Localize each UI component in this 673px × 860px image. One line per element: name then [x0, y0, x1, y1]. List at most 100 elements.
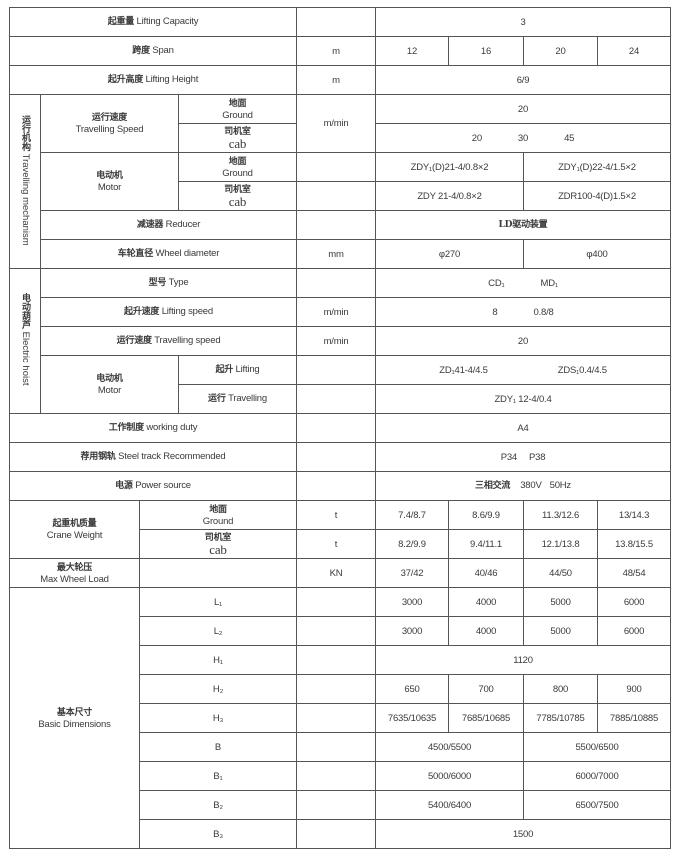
dim-label: H₃	[139, 703, 297, 733]
value-cell: ZDY 21-4/0.8×2	[375, 181, 524, 211]
value-cell: 4500/5500	[375, 732, 524, 762]
sub-ground: 地面 Ground	[139, 500, 297, 530]
dim-label: H₁	[139, 645, 297, 675]
value-cell: A4	[374, 413, 672, 443]
row-lifting-capacity: 起重量 Lifting Capacity 3	[9, 7, 672, 37]
value-cell: 5400/6400	[375, 790, 524, 820]
row-wheel-diameter: 车轮直径 Wheel diameter mm φ270 φ400	[10, 239, 672, 269]
unit-cell	[296, 674, 376, 704]
dim-label: B₁	[139, 761, 297, 791]
sub-cab: 司机室 cab	[178, 123, 297, 153]
value-cell: 20	[374, 326, 672, 356]
value-cell: 650	[375, 674, 449, 704]
row-hoist-motor-travelling: 运行 Travelling ZDY₁ 12-4/0.4	[10, 384, 672, 414]
value-cell: 800	[523, 674, 598, 704]
label-steel-track: 荐用钢轨 Steel track Recommended	[9, 442, 297, 472]
value-cell: 44/50	[523, 558, 598, 588]
label-basic-dimensions: 基本尺寸 Basic Dimensions	[9, 587, 140, 849]
value-cell: 4000	[448, 587, 524, 617]
value-cell: 三相交流 380V 50Hz	[374, 471, 672, 501]
group-travelling-mechanism: 运行机构 Travelling mechanism	[9, 94, 41, 269]
value-cell: 7685/10685	[448, 703, 524, 733]
label-reducer: 减速器 Reducer	[40, 210, 297, 240]
sub-cab: 司机室 cab	[178, 181, 297, 211]
unit-cell	[296, 471, 376, 501]
row-dim-B3: B₃ 1500	[10, 819, 672, 849]
value-cell: 4000	[448, 616, 524, 646]
value-cell: 8.2/9.9	[375, 529, 449, 559]
value-cell: 6000	[596, 616, 672, 646]
row-travelling-speed-ground: 运行机构 Travelling mechanism 运行速度 Travelling…	[9, 94, 672, 269]
row-max-wheel-load: 最大轮压 Max Wheel Load KN 37/42 40/46 44/50 …	[9, 558, 672, 588]
value-cell: ZDY₁(D)21-4/0.8×2	[375, 152, 524, 182]
value-cell: 37/42	[375, 558, 449, 588]
unit-cell	[296, 384, 376, 414]
value-cell: 20	[523, 36, 598, 66]
dim-label: B₃	[139, 819, 297, 849]
row-dim-L2: L₂ 3000 4000 5000 6000	[10, 616, 672, 646]
unit-cell	[296, 442, 376, 472]
value-cell: 3000	[375, 616, 449, 646]
value-cell: 700	[448, 674, 524, 704]
sub-ground: 地面 Ground	[178, 152, 297, 182]
unit-cell	[296, 413, 376, 443]
value-cell: 3000	[375, 587, 449, 617]
value-cell: 6500/7500	[522, 790, 672, 820]
value-cell: φ270	[375, 239, 524, 269]
row-working-duty: 工作制度 working duty A4	[9, 413, 672, 443]
value-cell: φ400	[522, 239, 672, 269]
crane-spec-table: 起重量 Lifting Capacity 3 跨度 Span m 12 16 2…	[9, 7, 672, 849]
unit-cell	[296, 645, 376, 675]
label-travelling-speed: 运行速度 Travelling Speed	[40, 94, 179, 153]
sub-cab: 司机室 cab	[139, 529, 297, 559]
value-cell: 40/46	[448, 558, 524, 588]
unit-cell: m/min	[296, 94, 376, 153]
row-dim-L1: 基本尺寸 Basic Dimensions L₁ 3000 4000 5000 6…	[9, 587, 672, 849]
dim-label: H₂	[139, 674, 297, 704]
value-cell: 48/54	[596, 558, 672, 588]
unit-cell: t	[296, 529, 376, 559]
value-cell: CD₁ MD₁	[374, 268, 672, 298]
unit-cell	[296, 268, 376, 298]
value-cell: ZDY₁ 12-4/0.4	[374, 384, 672, 414]
value-cell: 1500	[374, 819, 672, 849]
value-cell: ZDY₁(D)22-4/1.5×2	[522, 152, 672, 182]
unit-cell: m	[296, 65, 376, 95]
unit-cell	[296, 7, 376, 37]
row-dim-H3: H₃ 7635/10635 7685/10685 7785/10785 7885…	[10, 703, 672, 733]
value-cell: 12.1/13.8	[523, 529, 598, 559]
label-crane-weight: 起重机质量 Crane Weight	[9, 500, 140, 559]
unit-cell	[296, 355, 376, 385]
value-cell: LD驱动装置	[374, 210, 672, 240]
value-cell: 5000/6000	[375, 761, 524, 791]
row-lifting-height: 起升高度 Lifting Height m 6/9	[9, 65, 672, 95]
label-motor: 电动机 Motor	[40, 152, 179, 211]
row-dim-H2: H₂ 650 700 800 900	[10, 674, 672, 704]
unit-cell	[296, 210, 376, 240]
row-hoist-travelling-speed: 运行速度 Travelling speed m/min 20	[10, 326, 672, 356]
value-cell: 24	[596, 36, 672, 66]
label-lifting-height: 起升高度 Lifting Height	[9, 65, 297, 95]
value-cell: 7.4/8.7	[375, 500, 449, 530]
value-cell: 900	[596, 674, 672, 704]
unit-cell: m	[296, 36, 376, 66]
sub-ground: 地面 Ground	[178, 94, 297, 124]
value-cell: 8.6/9.9	[448, 500, 524, 530]
dim-label: B₂	[139, 790, 297, 820]
row-span: 跨度 Span m 12 16 20 24	[9, 36, 672, 66]
label-lifting-speed: 起升速度 Lifting speed	[40, 297, 297, 327]
value-cell: 5000	[523, 587, 598, 617]
value-cell: ZDR100-4(D)1.5×2	[522, 181, 672, 211]
sub-travelling: 运行 Travelling	[178, 384, 297, 414]
value-cell: 13/14.3	[596, 500, 672, 530]
value-cell: 5000	[523, 616, 598, 646]
row-travelling-speed-cab: 司机室 cab 20 30 45	[10, 123, 672, 153]
value-cell: 6000	[596, 587, 672, 617]
value-cell: 12	[375, 36, 449, 66]
label-span: 跨度 Span	[9, 36, 297, 66]
unit-cell: m/min	[296, 297, 376, 327]
row-steel-track: 荐用钢轨 Steel track Recommended P34 P38	[9, 442, 672, 472]
unit-cell	[296, 732, 376, 762]
row-crane-weight-ground: 起重机质量 Crane Weight 地面 Ground t 7.4/8.7 8.6…	[9, 500, 672, 559]
value-cell: 20 30 45	[374, 123, 672, 153]
